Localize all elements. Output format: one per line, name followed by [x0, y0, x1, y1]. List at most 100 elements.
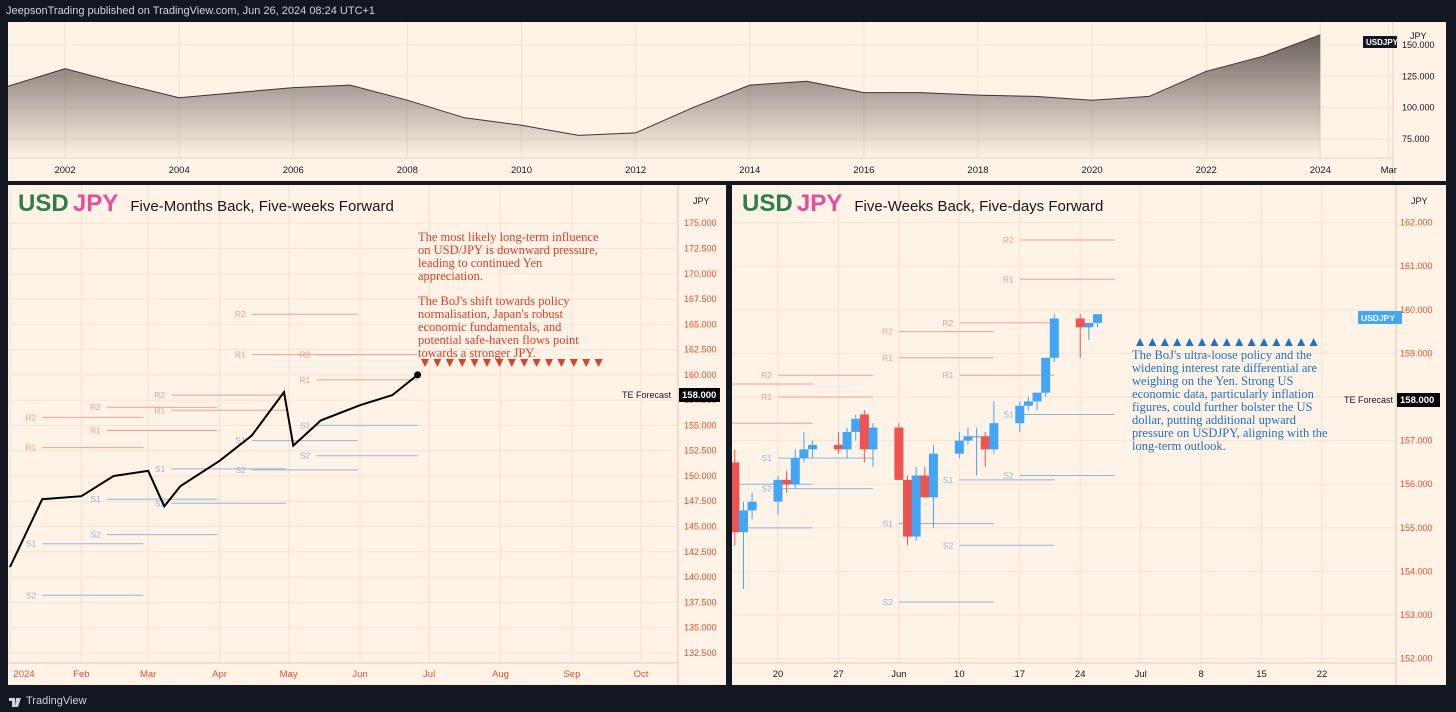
candle-body	[920, 475, 930, 498]
left-y-tick: 135.000	[684, 623, 717, 633]
left-y-tick: 165.000	[684, 319, 717, 329]
down-arrow-icon	[483, 359, 491, 367]
right-x-tick: 27	[833, 669, 844, 680]
overview-x-tick: 2008	[397, 165, 418, 176]
candle-body	[773, 479, 783, 502]
pivot-label: S2	[1003, 471, 1014, 481]
pivot-label: S2	[943, 540, 954, 550]
pivot-label: S2	[90, 530, 101, 540]
right-y-tick: 155.000	[1400, 523, 1433, 533]
overview-x-tick: 2006	[283, 165, 304, 176]
overview-x-tick: 2016	[853, 165, 874, 176]
right-x-tick: 24	[1075, 669, 1086, 680]
up-arrow-icon	[1198, 338, 1206, 346]
up-arrow-icon	[1148, 338, 1157, 346]
right-x-tick: 20	[773, 669, 784, 680]
left-chart[interactable]: R2 R1 S1 S2 R2 R1 S1 S2 R2 R1 S1 S2 R2 R1 S1 S2 R2 R1 S1 S2…	[8, 185, 726, 685]
candle-body	[851, 418, 861, 432]
candle-body	[1023, 401, 1033, 406]
overview-x-tick: 2010	[511, 165, 532, 176]
right-chart[interactable]: R2R1S1S2R2R1S1S2R2R1S1S2R2R1S1S2R2R1S1S2…	[732, 185, 1446, 685]
right-x-tick: 17	[1014, 669, 1025, 680]
up-arrow-icon	[1309, 338, 1318, 346]
pivot-label: R1	[1003, 274, 1014, 284]
overview-y-tick: 150.000	[1402, 40, 1435, 50]
left-y-tick: 167.500	[684, 294, 717, 304]
pivot-label: R2	[299, 350, 310, 360]
candle-body	[894, 427, 904, 480]
right-y-tick: 161.000	[1400, 261, 1433, 271]
pivot-label: S2	[882, 597, 893, 607]
pivot-label: S1	[1003, 409, 1014, 419]
left-x-tick: May	[280, 669, 298, 680]
overview-chart[interactable]: 150.000 125.000 100.000 75.000 2002 2004 2006…	[8, 22, 1446, 181]
candle-body	[1092, 314, 1102, 323]
pivot-label: R1	[882, 353, 893, 363]
right-currency: JPY	[1411, 196, 1428, 206]
candle-body	[868, 427, 878, 450]
up-arrow-icon	[1185, 338, 1194, 346]
left-x-tick: Jun	[352, 669, 367, 680]
candle-body	[989, 423, 999, 450]
right-symbol-tag: USDJPY	[1361, 313, 1395, 323]
title-jpy: JPY	[796, 190, 843, 217]
down-arrow-icon	[545, 359, 553, 367]
up-arrow-icon	[1160, 338, 1169, 346]
overview-x-tick: 2012	[625, 165, 646, 176]
left-x-tick: Feb	[73, 669, 89, 680]
right-y-tick: 162.000	[1400, 218, 1433, 228]
publish-info: JeepsonTrading published on TradingView.…	[6, 5, 376, 17]
overview-panel[interactable]: 150.000 125.000 100.000 75.000 2002 2004 2006…	[8, 22, 1446, 181]
right-annotation: The BoJ's ultra-loose policy and the wid…	[1132, 348, 1328, 453]
left-forecast-badge	[679, 388, 720, 402]
candle-body	[732, 462, 740, 533]
pivot-label: R2	[235, 309, 246, 319]
overview-symbol-tag: USDJPY	[1366, 38, 1399, 47]
up-arrow-icon	[1210, 338, 1219, 346]
down-arrow-icon	[507, 359, 516, 367]
overview-y-tick: 100.000	[1402, 103, 1435, 113]
left-x-tick: Mar	[140, 669, 156, 680]
left-y-tick: 147.500	[684, 496, 717, 506]
footer-brand[interactable]: TradingView	[26, 695, 87, 707]
pivot-label: S2	[26, 590, 37, 600]
candle-body	[903, 479, 913, 537]
left-title: USD JPY Five-Months Back, Five-weeks For…	[18, 190, 394, 218]
right-y-tick: 157.000	[1400, 436, 1433, 446]
candle-body	[1015, 405, 1025, 424]
candle-body	[1032, 392, 1042, 402]
down-arrow-icon	[433, 359, 442, 367]
left-y-tick: 162.500	[684, 345, 717, 355]
left-x-tick: Aug	[492, 669, 509, 680]
left-y-tick: 172.500	[684, 243, 717, 253]
candle-body	[928, 453, 938, 498]
pivot-label: S1	[762, 453, 773, 463]
left-forecast-value: 158.000	[682, 390, 716, 401]
down-arrow-icon	[532, 359, 541, 367]
overview-currency: JPY	[1410, 31, 1427, 41]
candle-body	[911, 475, 921, 537]
candle-body	[747, 501, 757, 511]
title-usd: USD	[742, 190, 793, 217]
left-annotation-1: The most likely long-term influence on U…	[418, 230, 599, 283]
right-x-tick: 8	[1198, 669, 1203, 680]
left-chart-panel[interactable]: R2 R1 S1 S2 R2 R1 S1 S2 R2 R1 S1 S2 R2 R1 S1 S2 R2 R1 S1 S2…	[8, 185, 726, 685]
candle-body	[782, 479, 792, 485]
up-arrow-icon	[1297, 338, 1306, 346]
pivot-label: S1	[26, 539, 37, 549]
left-y-tick: 137.500	[684, 597, 717, 607]
right-chart-panel[interactable]: R2R1S1S2R2R1S1S2R2R1S1S2R2R1S1S2R2R1S1S2…	[732, 185, 1446, 685]
candle-body	[963, 436, 973, 441]
right-x-tick: 15	[1256, 669, 1267, 680]
right-y-tick: 159.000	[1400, 348, 1433, 358]
pivot-label: S1	[943, 475, 954, 485]
candle-body	[738, 510, 748, 533]
pivot-label: R1	[299, 375, 310, 385]
pivot-label: R1	[761, 392, 772, 402]
left-forecast-label: TE Forecast	[622, 390, 672, 400]
up-arrow-icon	[1136, 338, 1144, 346]
pivot-label: R2	[942, 318, 953, 328]
candle-body	[1041, 357, 1051, 393]
left-annotation-2: The BoJ's shift towards policy normalisa…	[418, 294, 579, 360]
overview-area	[8, 34, 1321, 158]
